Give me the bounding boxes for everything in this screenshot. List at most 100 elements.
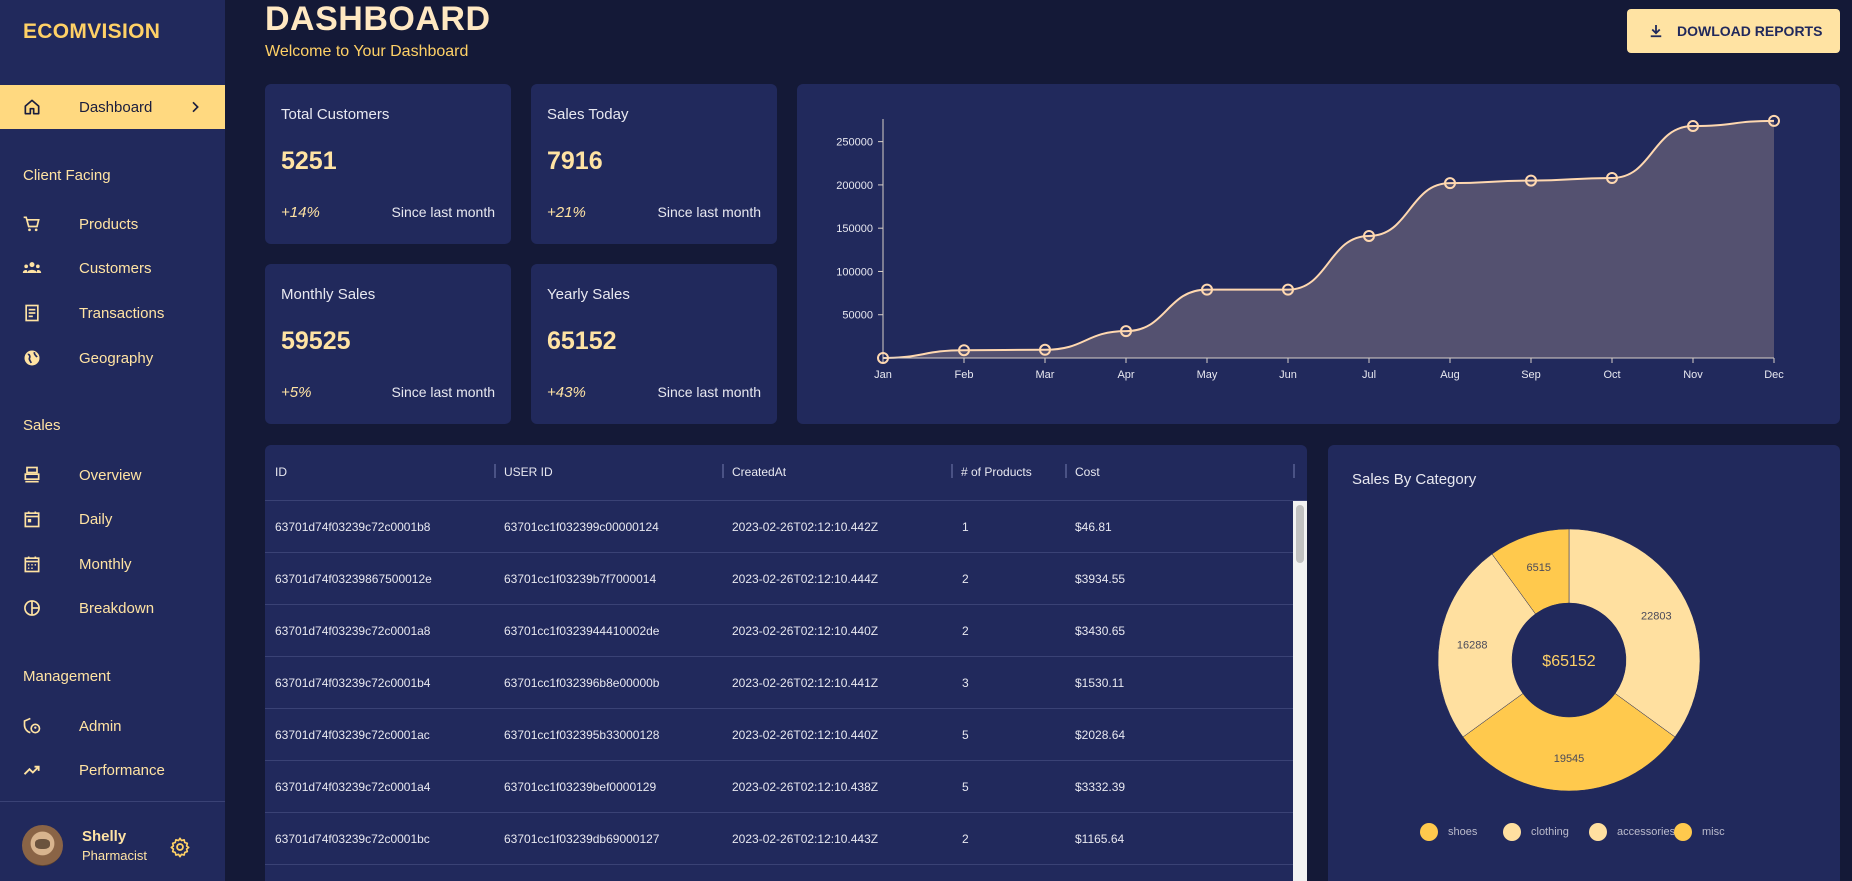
stat-value: 59525 bbox=[281, 327, 351, 355]
table-cell: 2 bbox=[962, 624, 969, 638]
section-sales: Sales bbox=[23, 417, 61, 434]
x-tick-label: Feb bbox=[955, 369, 974, 381]
table-cell: 5 bbox=[962, 728, 969, 742]
download-reports-button[interactable]: DOWLOAD REPORTS bbox=[1627, 9, 1840, 53]
pie-slice-clothing bbox=[1437, 553, 1536, 738]
table-row[interactable]: 63701d74f03239c72c0001a8 63701cc1f0323944… bbox=[265, 605, 1293, 657]
table-cell: 2023-02-26T02:12:10.440Z bbox=[732, 728, 879, 742]
y-tick-label: 150000 bbox=[836, 223, 873, 235]
legend-item-clothing[interactable]: clothing bbox=[1503, 823, 1569, 841]
stat-title: Monthly Sales bbox=[281, 286, 376, 303]
column-separator[interactable] bbox=[494, 464, 496, 478]
table-cell: $3934.55 bbox=[1075, 572, 1126, 586]
pie-center-total: $65152 bbox=[1542, 653, 1595, 670]
pie-slice-misc bbox=[1568, 528, 1701, 738]
column-separator[interactable] bbox=[722, 464, 724, 478]
x-tick-label: May bbox=[1197, 369, 1218, 381]
column-header-created-at[interactable]: CreatedAt bbox=[732, 465, 787, 479]
stat-since: Since last month bbox=[657, 384, 762, 400]
table-cell: 5 bbox=[962, 780, 969, 794]
table-row[interactable]: 63701d74f03239c72c0001a4 63701cc1f03239be… bbox=[265, 761, 1293, 813]
column-header-products[interactable]: # of Products bbox=[961, 465, 1032, 479]
legend-item-shoes[interactable]: shoes bbox=[1420, 823, 1477, 841]
legend-item-accessories[interactable]: accessories bbox=[1589, 823, 1675, 841]
gear-icon[interactable] bbox=[169, 836, 191, 858]
sidebar-item-products[interactable]: Products bbox=[0, 202, 225, 246]
table-cell: 2023-02-26T02:12:10.444Z bbox=[732, 572, 879, 586]
column-separator[interactable] bbox=[1065, 464, 1067, 478]
table-row[interactable]: 63701d74f03239c72c0001bc 63701cc1f03239db… bbox=[265, 813, 1293, 865]
sidebar-item-geography[interactable]: Geography bbox=[0, 336, 225, 380]
sidebar-item-monthly[interactable]: Monthly bbox=[0, 542, 225, 586]
column-separator[interactable] bbox=[1293, 464, 1295, 478]
column-header-cost[interactable]: Cost bbox=[1075, 465, 1100, 479]
legend-swatch bbox=[1420, 823, 1438, 841]
table-cell: 63701cc1f03239b7f7000014 bbox=[504, 572, 657, 586]
legend-label: accessories bbox=[1617, 826, 1676, 838]
stat-delta: +43% bbox=[547, 384, 586, 401]
table-cell: 63701cc1f03239db69000127 bbox=[504, 832, 660, 846]
sidebar-item-daily[interactable]: Daily bbox=[0, 497, 225, 541]
sidebar-item-label: Customers bbox=[79, 259, 152, 277]
table-cell: 63701cc1f032399c00000124 bbox=[504, 520, 659, 534]
brand-logo: ECOMVISION bbox=[23, 20, 161, 43]
pie-slice-label: 6515 bbox=[1526, 562, 1550, 574]
sidebar-item-customers[interactable]: Customers bbox=[0, 246, 225, 290]
x-tick-label: Apr bbox=[1117, 369, 1134, 381]
sidebar-item-overview[interactable]: Overview bbox=[0, 453, 225, 497]
table-scrollbar[interactable] bbox=[1293, 501, 1307, 881]
home-icon bbox=[24, 99, 40, 115]
sidebar-item-breakdown[interactable]: Breakdown bbox=[0, 586, 225, 630]
groups-icon bbox=[22, 262, 42, 273]
column-separator[interactable] bbox=[951, 464, 953, 478]
column-header-user-id[interactable]: USER ID bbox=[504, 465, 553, 479]
table-row[interactable]: 63701d74f03239c72c0001ac 63701cc1f032395b… bbox=[265, 709, 1293, 761]
stat-card-yearly-sales: Yearly Sales 65152 +43% Since last month bbox=[531, 264, 777, 424]
table-cell: 63701cc1f03239bef0000129 bbox=[504, 780, 657, 794]
legend-label: shoes bbox=[1448, 826, 1478, 838]
table-row[interactable]: 63701d74f03239867500012e 63701cc1f03239b7… bbox=[265, 553, 1293, 605]
legend-swatch bbox=[1589, 823, 1607, 841]
stat-value: 65152 bbox=[547, 327, 617, 355]
chart-point bbox=[1363, 229, 1375, 242]
chart-point bbox=[1039, 343, 1051, 356]
table-row[interactable]: 63701d74f03239c72c0001b4 63701cc1f032396b… bbox=[265, 657, 1293, 709]
chart-point bbox=[1606, 171, 1618, 184]
chart-point bbox=[958, 344, 970, 357]
stat-title: Yearly Sales bbox=[547, 286, 630, 303]
legend-item-misc[interactable]: misc bbox=[1674, 823, 1725, 841]
chart-point bbox=[1201, 283, 1213, 296]
pie-slice-label: 19545 bbox=[1554, 753, 1585, 765]
receipt-icon bbox=[25, 304, 39, 322]
sidebar-item-label: Products bbox=[79, 215, 139, 233]
pie-chart-icon bbox=[24, 600, 40, 616]
table-cell: 63701d74f03239c72c0001b4 bbox=[275, 676, 431, 690]
table-cell: 63701cc1f0323944410002de bbox=[504, 624, 660, 638]
shopping-cart-icon bbox=[23, 216, 40, 232]
stat-card-sales-today: Sales Today 7916 +21% Since last month bbox=[531, 84, 777, 244]
avatar[interactable] bbox=[22, 825, 63, 866]
stat-delta: +5% bbox=[281, 384, 312, 401]
chart-point bbox=[1444, 177, 1456, 190]
x-tick-label: Jan bbox=[874, 369, 892, 381]
table-cell: 2023-02-26T02:12:10.443Z bbox=[732, 832, 879, 846]
calendar-today-icon bbox=[24, 511, 40, 528]
y-tick-label: 100000 bbox=[836, 266, 873, 278]
sidebar-item-dashboard[interactable]: Dashboard bbox=[0, 85, 225, 129]
column-header-id[interactable]: ID bbox=[275, 465, 287, 479]
stat-title: Sales Today bbox=[547, 106, 629, 123]
table-cell: $3430.65 bbox=[1075, 624, 1126, 638]
sidebar-item-performance[interactable]: Performance bbox=[0, 748, 225, 792]
table-scroll-thumb[interactable] bbox=[1296, 505, 1304, 563]
download-reports-label: DOWLOAD REPORTS bbox=[1677, 23, 1823, 39]
table-header: ID USER ID CreatedAt # of Products Cost bbox=[265, 445, 1307, 501]
x-tick-label: Mar bbox=[1036, 369, 1055, 381]
pie-slice-label: 22803 bbox=[1641, 611, 1672, 623]
table-cell: $1165.64 bbox=[1075, 832, 1125, 846]
sales-by-category-card: Sales By Category 22803 19545 16288 6515 $65… bbox=[1328, 445, 1840, 881]
table-cell: 63701d74f03239c72c0001ac bbox=[275, 728, 430, 742]
sidebar-item-admin[interactable]: Admin bbox=[0, 704, 225, 748]
sidebar-item-transactions[interactable]: Transactions bbox=[0, 291, 225, 335]
table-row[interactable]: 63701d74f03239c72c0001b8 63701cc1f032399c… bbox=[265, 501, 1293, 553]
chart-point bbox=[1120, 325, 1132, 338]
